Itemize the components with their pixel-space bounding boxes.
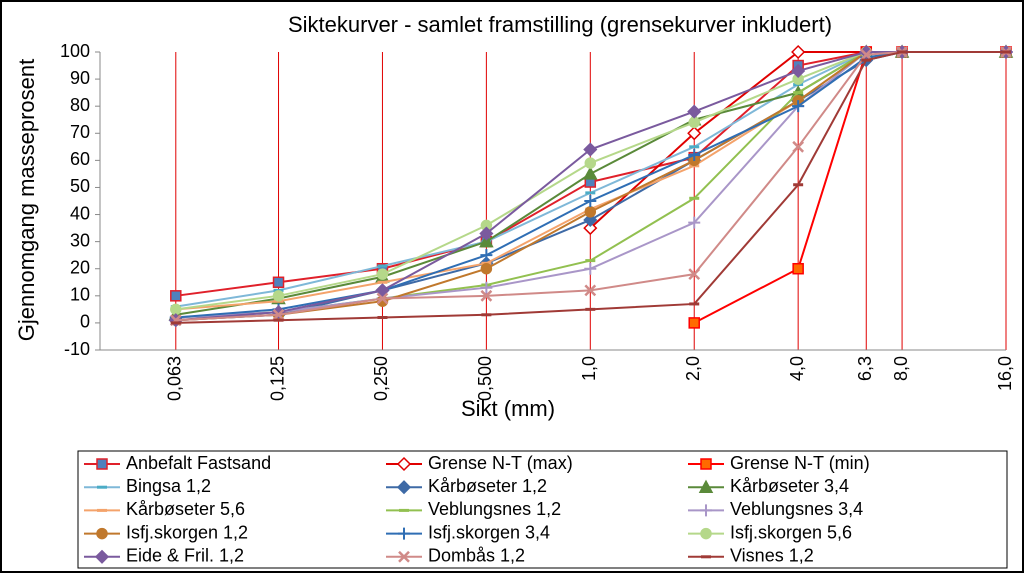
data-point <box>584 157 597 169</box>
chart-title: Siktekurver - samlet framstilling (grens… <box>288 12 832 37</box>
x-tick-label: 0,250 <box>371 356 391 401</box>
legend-label: Eide & Fril. 1,2 <box>126 546 244 566</box>
legend-label: Kårbøseter 3,4 <box>730 476 849 496</box>
legend-label: Visnes 1,2 <box>730 546 814 566</box>
legend-label: Bingsa 1,2 <box>126 476 211 496</box>
data-point <box>170 303 182 316</box>
data-point <box>583 142 598 157</box>
data-point <box>480 289 493 302</box>
legend-label: Veblungsnes 3,4 <box>730 499 863 519</box>
legend-label: Anbefalt Fastsand <box>126 453 271 473</box>
data-point <box>688 116 700 129</box>
data-point <box>584 262 597 275</box>
data-point <box>688 148 701 161</box>
data-point <box>688 268 701 281</box>
x-tick-label: 16,0 <box>995 356 1015 391</box>
x-axis-label: Sikt (mm) <box>461 396 555 421</box>
data-point <box>687 126 702 141</box>
legend-marker <box>396 480 412 495</box>
legend-marker <box>398 527 410 540</box>
legend-label: Kårbøseter 5,6 <box>126 499 245 519</box>
x-tick-label: 2,0 <box>683 356 703 381</box>
data-point <box>584 284 597 297</box>
data-point <box>688 216 701 229</box>
y-tick-label: 90 <box>70 68 90 88</box>
data-point <box>480 281 493 294</box>
legend-marker <box>700 458 712 470</box>
data-point <box>479 234 494 248</box>
data-point <box>583 221 598 236</box>
data-point <box>792 100 805 113</box>
y-tick-label: 100 <box>60 41 90 61</box>
data-point <box>480 262 493 275</box>
y-tick-label: 70 <box>70 122 90 142</box>
data-point <box>376 268 389 280</box>
legend-marker <box>396 456 412 472</box>
legend-label: Dombås 1,2 <box>428 546 525 566</box>
legend-label: Isfj.skorgen 3,4 <box>428 522 550 542</box>
data-point <box>480 249 493 262</box>
data-point <box>584 195 597 207</box>
data-point <box>272 290 285 302</box>
data-point <box>584 206 597 218</box>
legend-label: Grense N-T (min) <box>730 453 870 473</box>
data-point <box>688 317 700 329</box>
x-tick-label: 1,0 <box>579 356 599 381</box>
data-point <box>272 276 285 289</box>
data-point <box>375 283 390 298</box>
y-axis-label: Gjennomgang masseprosent <box>14 59 39 342</box>
legend-marker <box>398 550 410 563</box>
y-tick-label: 20 <box>70 257 90 277</box>
y-tick-label: 60 <box>70 149 90 169</box>
x-tick-label: 6,3 <box>855 356 875 381</box>
data-point <box>583 166 598 180</box>
legend-marker <box>698 479 714 493</box>
data-point <box>791 44 806 60</box>
data-point <box>792 262 804 275</box>
data-point <box>792 140 805 153</box>
data-point <box>860 48 873 61</box>
data-point <box>272 308 285 321</box>
legend-marker <box>700 527 712 540</box>
legend-marker <box>700 504 712 517</box>
legend-label: Isfj.skorgen 1,2 <box>126 522 248 542</box>
x-tick-label: 4,0 <box>787 356 807 381</box>
x-tick-label: 0,063 <box>165 356 185 401</box>
data-point <box>376 292 389 305</box>
y-tick-label: 40 <box>70 203 90 223</box>
x-tick-label: 0,125 <box>267 356 287 401</box>
legend-label: Isfj.skorgen 5,6 <box>730 522 852 542</box>
y-tick-label: 30 <box>70 230 90 250</box>
data-point <box>791 63 806 79</box>
y-tick-label: 50 <box>70 176 90 196</box>
y-tick-label: -10 <box>64 339 90 359</box>
data-point <box>479 226 494 241</box>
y-tick-label: 0 <box>80 312 90 332</box>
x-tick-label: 8,0 <box>891 356 911 381</box>
series-line <box>175 51 1006 324</box>
y-tick-label: 10 <box>70 285 90 305</box>
data-point <box>583 212 598 228</box>
legend-label: Veblungsnes 1,2 <box>428 499 561 519</box>
legend-label: Grense N-T (max) <box>428 453 573 473</box>
legend-box <box>77 450 1008 569</box>
legend-marker <box>94 549 110 564</box>
legend-marker <box>96 527 108 540</box>
series-line <box>175 51 1006 322</box>
x-tick-label: 0,500 <box>475 356 495 401</box>
legend-label: Kårbøseter 1,2 <box>428 476 547 496</box>
series-line <box>175 51 1006 322</box>
data-point <box>687 104 702 119</box>
series-line <box>175 51 1006 319</box>
y-tick-label: 80 <box>70 95 90 115</box>
legend-marker <box>96 458 108 470</box>
data-point <box>170 290 182 302</box>
